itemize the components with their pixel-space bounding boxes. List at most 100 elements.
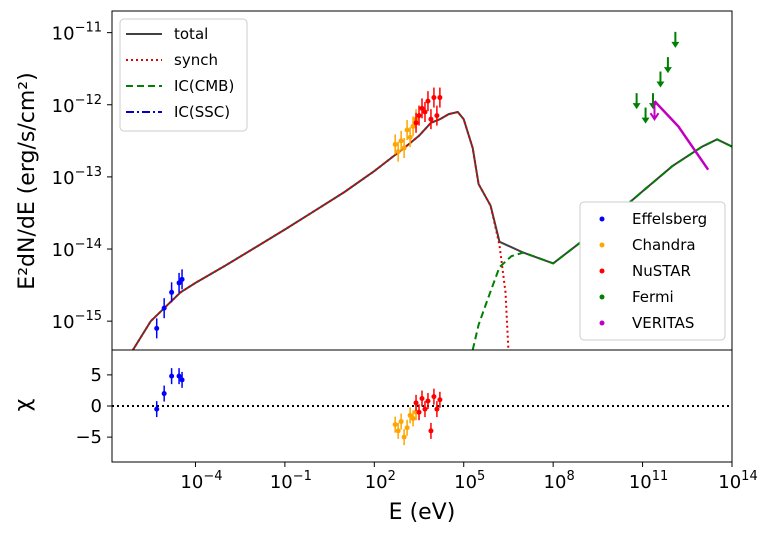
x-tick-exponent: 11: [652, 469, 669, 484]
legend-label: Chandra: [632, 236, 696, 254]
point-chandra: [407, 134, 413, 140]
x-tick-label: 102: [365, 469, 396, 493]
residual-point-effelsberg: [179, 377, 185, 383]
residual-point-effelsberg: [154, 406, 160, 412]
x-tick-exponent: 8: [566, 469, 574, 484]
veritas-limit-arrow: [649, 101, 660, 121]
y-tick-exponent: −11: [75, 21, 102, 36]
upper-limit-arrow-fermi: [663, 67, 672, 74]
x-tick-label: 1011: [629, 469, 668, 493]
series-line-synch: [132, 110, 510, 350]
y-tick-exponent: −12: [75, 93, 102, 108]
y-tick-label: 10−15: [52, 309, 102, 333]
point-effelsberg: [179, 276, 185, 282]
point-chandra: [410, 123, 416, 129]
y-tick-label: 10−14: [52, 237, 102, 261]
residual-point-chandra: [395, 428, 401, 434]
legend-label: IC(SSC): [174, 103, 230, 121]
legend-label: synch: [174, 51, 218, 69]
point-effelsberg: [154, 325, 160, 331]
residual-point-effelsberg: [176, 373, 182, 379]
residual-point-nustar: [425, 398, 431, 404]
point-chandra: [395, 149, 401, 155]
veritas-line: [653, 100, 710, 171]
point-nustar: [431, 95, 437, 101]
series-line-iccmb: [471, 138, 732, 350]
x-tick-label: 10−4: [180, 469, 222, 493]
point-chandra: [398, 138, 404, 144]
point-nustar: [437, 95, 443, 101]
upper-limit-arrow-fermi: [656, 81, 665, 88]
residual-plot-area: 5 0 −5 10−4 10−1 102 105 108 1011 1014: [75, 349, 758, 493]
x-tick-exponent: −1: [293, 469, 312, 484]
legend-label: NuSTAR: [632, 262, 691, 280]
residual-point-nustar: [428, 428, 434, 434]
x-tick-label: 105: [454, 469, 485, 493]
point-nustar: [428, 116, 434, 122]
x-tick-label: 1014: [718, 469, 757, 493]
upper-limit-arrow-fermi: [671, 41, 680, 48]
legend-data: Effelsberg Chandra NuSTAR Fermi VERITAS: [579, 201, 726, 341]
residual-y-tick-label: 0: [91, 396, 102, 417]
y-tick-label: 10−11: [52, 21, 102, 45]
legend-label: Fermi: [632, 288, 674, 306]
residual-point-chandra: [404, 425, 410, 431]
residual-point-nustar: [422, 406, 428, 412]
upper-limit-arrow-fermi: [641, 117, 650, 124]
legend-marker: [599, 268, 605, 274]
main-plot-area: 10−11 10−12 10−13 10−14 10−15 total synch IC(CM…: [52, 10, 733, 351]
legend-label: IC(CMB): [174, 77, 234, 95]
residual-ylabel: χ: [11, 398, 36, 411]
residual-point-nustar: [419, 396, 425, 402]
xlabel: E (eV): [389, 500, 456, 525]
legend-marker: [599, 242, 605, 248]
x-tick-exponent: 14: [741, 469, 758, 484]
residual-point-chandra: [410, 415, 416, 421]
x-tick-exponent: 2: [388, 469, 396, 484]
y-tick-exponent: −15: [75, 309, 102, 324]
residual-point-nustar: [434, 406, 440, 412]
residual-point-nustar: [416, 409, 422, 415]
point-nustar: [425, 98, 431, 104]
y-tick-exponent: −14: [75, 237, 102, 252]
legend-marker: [599, 216, 605, 222]
point-nustar: [416, 113, 422, 119]
legend-label: Effelsberg: [632, 210, 707, 228]
x-tick-exponent: −4: [203, 469, 222, 484]
point-chandra: [392, 141, 398, 147]
legend-label: VERITAS: [632, 314, 694, 332]
legend-data-box: [579, 201, 726, 341]
y-tick-label: 10−13: [52, 165, 102, 189]
residual-y-tick-label: 5: [91, 365, 102, 386]
x-tick-exponent: 5: [477, 469, 485, 484]
point-effelsberg: [176, 280, 182, 286]
residual-point-chandra: [392, 422, 398, 428]
residual-point-chandra: [398, 419, 404, 425]
point-nustar: [419, 105, 425, 111]
legend-marker: [599, 320, 605, 326]
point-nustar: [434, 113, 440, 119]
point-chandra: [404, 127, 410, 133]
point-chandra: [401, 145, 407, 151]
residual-point-chandra: [401, 434, 407, 440]
data-points: [154, 31, 710, 339]
residual-point-nustar: [437, 397, 443, 403]
residual-y-tick-label: −5: [75, 427, 102, 448]
upper-limit-arrow-fermi: [632, 103, 641, 110]
residual-point-nustar: [413, 400, 419, 406]
legend-marker: [599, 294, 605, 300]
residual-point-effelsberg: [169, 373, 175, 379]
x-tick-label: 10−1: [270, 469, 312, 493]
residual-point-nustar: [431, 394, 437, 400]
legend-models-box: [119, 18, 248, 132]
point-nustar: [422, 109, 428, 115]
residual-point-chandra: [407, 412, 413, 418]
y-tick-exponent: −13: [75, 165, 102, 180]
legend-label: total: [174, 25, 208, 43]
x-tick-label: 108: [544, 469, 575, 493]
point-effelsberg: [161, 305, 167, 311]
residual-point-effelsberg: [161, 391, 167, 397]
y-tick-label: 10−12: [52, 93, 102, 117]
point-effelsberg: [169, 289, 175, 295]
